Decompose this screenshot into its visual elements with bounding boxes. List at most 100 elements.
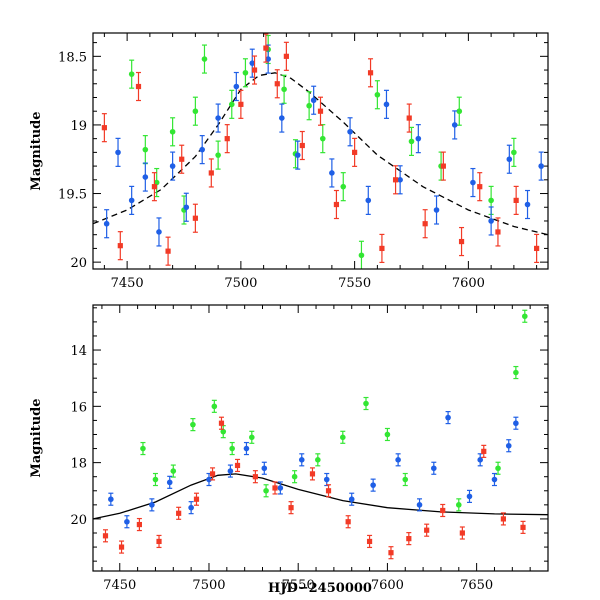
- top-point-red: [495, 217, 501, 247]
- top-point-red: [224, 124, 230, 154]
- top-point-green: [201, 44, 208, 74]
- top-y-tick-label: 18.5: [58, 50, 87, 65]
- top-point-red: [135, 71, 142, 102]
- bottom-point-blue: [298, 453, 305, 467]
- bottom-ylabel: Magnitude: [29, 398, 44, 477]
- top-point-blue: [451, 110, 458, 140]
- bottom-point-red: [309, 467, 316, 481]
- top-point-red: [458, 226, 465, 257]
- top-y-tick-label: 19: [70, 119, 87, 134]
- bottom-model-curve: [93, 473, 548, 520]
- top-point-green: [511, 137, 517, 167]
- bottom-point-red: [118, 540, 125, 554]
- top-point-blue: [215, 103, 221, 133]
- bottom-point-green: [140, 441, 146, 456]
- top-point-red: [352, 137, 358, 167]
- top-point-blue: [233, 71, 240, 102]
- top-point-red: [274, 69, 280, 99]
- bottom-x-tick-label: 7650: [460, 578, 493, 593]
- bottom-point-green: [211, 399, 218, 413]
- bottom-point-blue: [395, 453, 401, 467]
- bottom-y-tick-label: 18: [70, 457, 87, 472]
- top-point-blue: [470, 167, 476, 198]
- top-point-red: [192, 203, 198, 233]
- top-point-red: [406, 103, 412, 133]
- bottom-point-blue: [188, 501, 194, 515]
- bottom-point-red: [156, 534, 162, 549]
- top-point-blue: [294, 140, 301, 170]
- bottom-point-blue: [477, 453, 483, 467]
- bottom-point-green: [315, 453, 321, 467]
- top-point-red: [208, 158, 214, 188]
- bottom-point-green: [263, 484, 269, 498]
- top-point-blue: [506, 144, 513, 174]
- bottom-point-red: [440, 503, 446, 518]
- top-point-red: [101, 113, 107, 143]
- top-point-green: [456, 96, 463, 126]
- bottom-point-blue: [513, 416, 519, 430]
- bottom-point-red: [520, 520, 526, 534]
- top-point-blue: [169, 151, 176, 181]
- bottom-point-blue: [431, 461, 437, 475]
- bottom-point-red: [424, 523, 430, 537]
- bottom-point-red: [209, 467, 216, 481]
- bottom-point-red: [406, 532, 412, 546]
- top-x-tick-label: 7450: [111, 276, 144, 291]
- top-point-blue: [415, 124, 422, 154]
- bottom-point-red: [500, 512, 506, 526]
- top-point-blue: [365, 185, 372, 215]
- bottom-point-blue: [416, 498, 423, 512]
- top-x-tick-label: 7550: [338, 276, 371, 291]
- bottom-point-green: [249, 430, 255, 444]
- bottom-point-red: [234, 458, 241, 473]
- top-point-blue: [103, 209, 110, 239]
- bottom-point-blue: [505, 439, 512, 453]
- top-point-green: [228, 89, 235, 119]
- top-point-blue: [199, 135, 205, 165]
- top-point-red: [179, 144, 185, 174]
- top-point-green: [192, 96, 199, 126]
- top-point-green: [128, 59, 135, 89]
- bottom-point-green: [229, 441, 235, 456]
- bottom-point-green: [402, 472, 409, 487]
- top-point-blue: [524, 189, 531, 220]
- bottom-x-tick-label: 7500: [192, 578, 225, 593]
- top-point-green: [340, 172, 347, 202]
- bottom-point-green: [455, 498, 462, 512]
- top-point-red: [238, 89, 244, 119]
- top-y-tick-label: 20: [70, 256, 87, 271]
- top-point-blue: [115, 137, 121, 167]
- top-y-tick-label: 19.5: [58, 188, 87, 203]
- bottom-point-blue: [261, 461, 268, 475]
- bottom-point-red: [136, 517, 142, 532]
- top-point-red: [379, 233, 385, 264]
- bottom-point-red: [218, 416, 225, 430]
- bottom-point-red: [388, 546, 394, 560]
- bottom-point-blue: [124, 515, 130, 529]
- bottom-point-green: [291, 470, 298, 484]
- bottom-point-green: [190, 418, 196, 432]
- bottom-point-green: [152, 472, 159, 487]
- bottom-point-red: [272, 481, 278, 495]
- top-point-green: [319, 124, 326, 154]
- top-point-blue: [156, 217, 162, 247]
- top-point-blue: [347, 117, 353, 147]
- top-point-red: [263, 33, 269, 63]
- top-point-blue: [142, 162, 149, 192]
- bottom-point-green: [363, 396, 369, 411]
- bottom-point-blue: [277, 481, 284, 495]
- bottom-point-green: [522, 309, 528, 323]
- bottom-point-red: [193, 492, 200, 506]
- bottom-point-green: [220, 425, 227, 439]
- bottom-point-green: [340, 430, 346, 444]
- panel-top-frame: [92, 32, 549, 270]
- top-point-blue: [383, 89, 390, 119]
- top-point-red: [299, 130, 305, 161]
- top-point-green: [142, 135, 149, 165]
- top-point-red: [534, 233, 540, 264]
- top-point-red: [513, 185, 519, 215]
- panel-bottom: 7450 7500 7550 7600 7650 14 16 18 20 Magnitude H…: [29, 304, 549, 596]
- panel-top: 7450 7500 7550 7600 18.5 19 19.5 20 Magnitude: [29, 32, 549, 291]
- top-point-red: [251, 55, 258, 85]
